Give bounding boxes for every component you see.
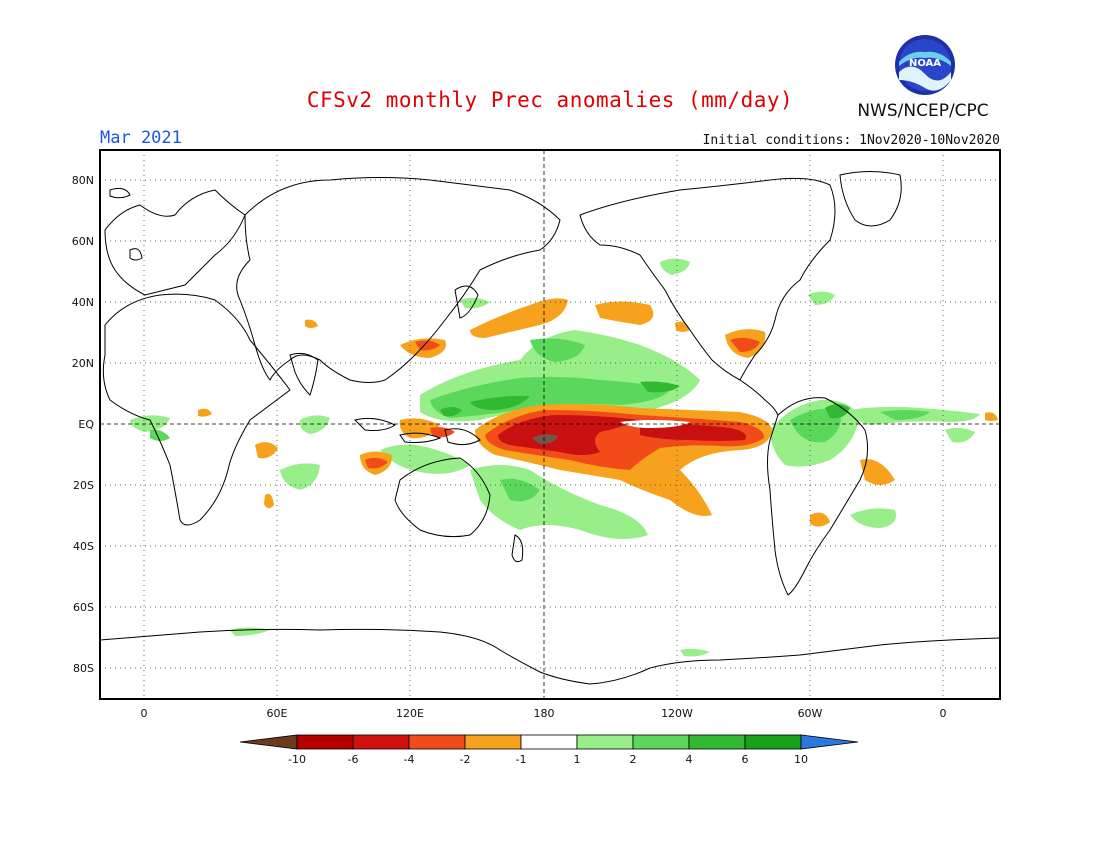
colorbar-segment <box>464 734 522 750</box>
noaa-logo: NOAA <box>895 35 955 95</box>
colorbar-segment <box>296 734 354 750</box>
colorbar-right-arrow <box>800 734 859 750</box>
colorbar-label: 1 <box>574 753 581 766</box>
lon-label: 60E <box>267 707 288 720</box>
colorbar-label: -1 <box>516 753 527 766</box>
colorbar-segment <box>576 734 634 750</box>
longitude-labels: 0 60E 120E 180 120W 60W 0 <box>141 707 947 720</box>
colorbar: -10 -6 -4 -2 -1 1 2 4 6 10 <box>239 734 859 766</box>
lon-label: 0 <box>940 707 947 720</box>
chart-title: CFSv2 monthly Prec anomalies (mm/day) <box>306 88 794 112</box>
lon-label: 120E <box>396 707 424 720</box>
colorbar-label: 6 <box>742 753 749 766</box>
lat-label: 20S <box>73 479 94 492</box>
lat-label: 20N <box>72 357 94 370</box>
lat-label: 60S <box>73 601 94 614</box>
lat-label: 80S <box>73 662 94 675</box>
lat-label: 80N <box>72 174 94 187</box>
colorbar-label: 2 <box>630 753 637 766</box>
noaa-logo-text: NOAA <box>909 58 941 69</box>
colorbar-segment <box>352 734 410 750</box>
grid-lines <box>100 150 1000 699</box>
initial-conditions-label: Initial conditions: 1Nov2020-10Nov2020 <box>702 133 1000 148</box>
lat-label: 40N <box>72 296 94 309</box>
colorbar-segment <box>632 734 690 750</box>
lat-label: 60N <box>72 235 94 248</box>
colorbar-segment <box>408 734 466 750</box>
colorbar-label: -6 <box>348 753 359 766</box>
colorbar-label: -2 <box>460 753 471 766</box>
colorbar-label: 10 <box>794 753 808 766</box>
colorbar-left-arrow <box>239 734 298 750</box>
lon-label: 60W <box>798 707 823 720</box>
valid-month-label: Mar 2021 <box>100 128 182 148</box>
dry-anomaly-strong <box>498 415 746 455</box>
dry-anomaly-extreme <box>532 434 558 444</box>
lon-label: 120W <box>661 707 693 720</box>
colorbar-segment <box>744 734 802 750</box>
lat-label: EQ <box>78 418 94 431</box>
colorbar-label: -4 <box>404 753 415 766</box>
lon-label: 180 <box>534 707 555 720</box>
coastlines <box>100 171 1000 685</box>
colorbar-label: 4 <box>686 753 693 766</box>
lat-label: 40S <box>73 540 94 553</box>
agency-label: NWS/NCEP/CPC <box>857 101 989 121</box>
wet-anomaly-strong <box>440 381 850 419</box>
colorbar-segment <box>520 734 578 750</box>
map-frame <box>99 149 1001 700</box>
colorbar-segment <box>688 734 746 750</box>
latitude-labels: 80N 60N 40N 20N EQ 20S 40S 60S 80S <box>72 174 95 675</box>
lon-label: 0 <box>141 707 148 720</box>
colorbar-label: -10 <box>288 753 306 766</box>
